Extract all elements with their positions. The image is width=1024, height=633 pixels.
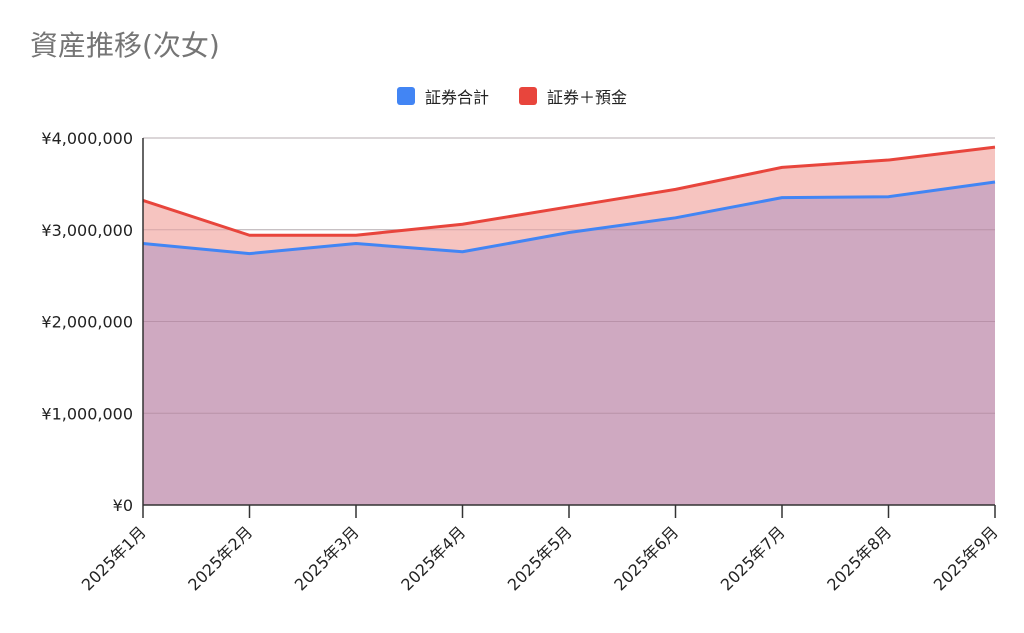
x-tick-label-0: 2025年1月	[78, 522, 150, 594]
x-tick-label-5: 2025年6月	[610, 522, 682, 594]
y-tick-label-1: ¥1,000,000	[41, 404, 133, 423]
line-series-0	[142, 180, 996, 256]
legend-item-securities[interactable]: 証券合計	[396, 84, 489, 108]
y-tick-label-2: ¥2,000,000	[41, 313, 133, 332]
legend-item-securities-deposits[interactable]: 証券＋預金	[519, 84, 627, 108]
x-tick-label-3: 2025年4月	[397, 522, 469, 594]
x-tick-label-4: 2025年5月	[504, 522, 576, 594]
x-tick-label-8: 2025年9月	[930, 522, 1002, 594]
legend: 証券合計 証券＋預金	[0, 84, 1024, 108]
legend-label-securities-deposits: 証券＋預金	[547, 88, 628, 107]
x-tick-label-7: 2025年8月	[823, 522, 895, 594]
legend-label-securities: 証券合計	[424, 88, 489, 107]
chart-title: 資産推移(次女)	[30, 29, 220, 62]
x-tick-label-2: 2025年3月	[291, 522, 363, 594]
x-tick-label-1: 2025年2月	[184, 522, 256, 594]
y-tick-label-4: ¥4,000,000	[41, 129, 133, 148]
x-tick-label-6: 2025年7月	[717, 522, 789, 594]
y-tick-label-0: ¥0	[113, 496, 133, 515]
legend-swatch-securities	[396, 87, 415, 105]
line-series-1	[142, 145, 996, 237]
legend-swatch-securities-deposits	[519, 87, 537, 105]
area-series-0	[143, 182, 995, 506]
y-tick-label-3: ¥3,000,000	[41, 221, 133, 240]
